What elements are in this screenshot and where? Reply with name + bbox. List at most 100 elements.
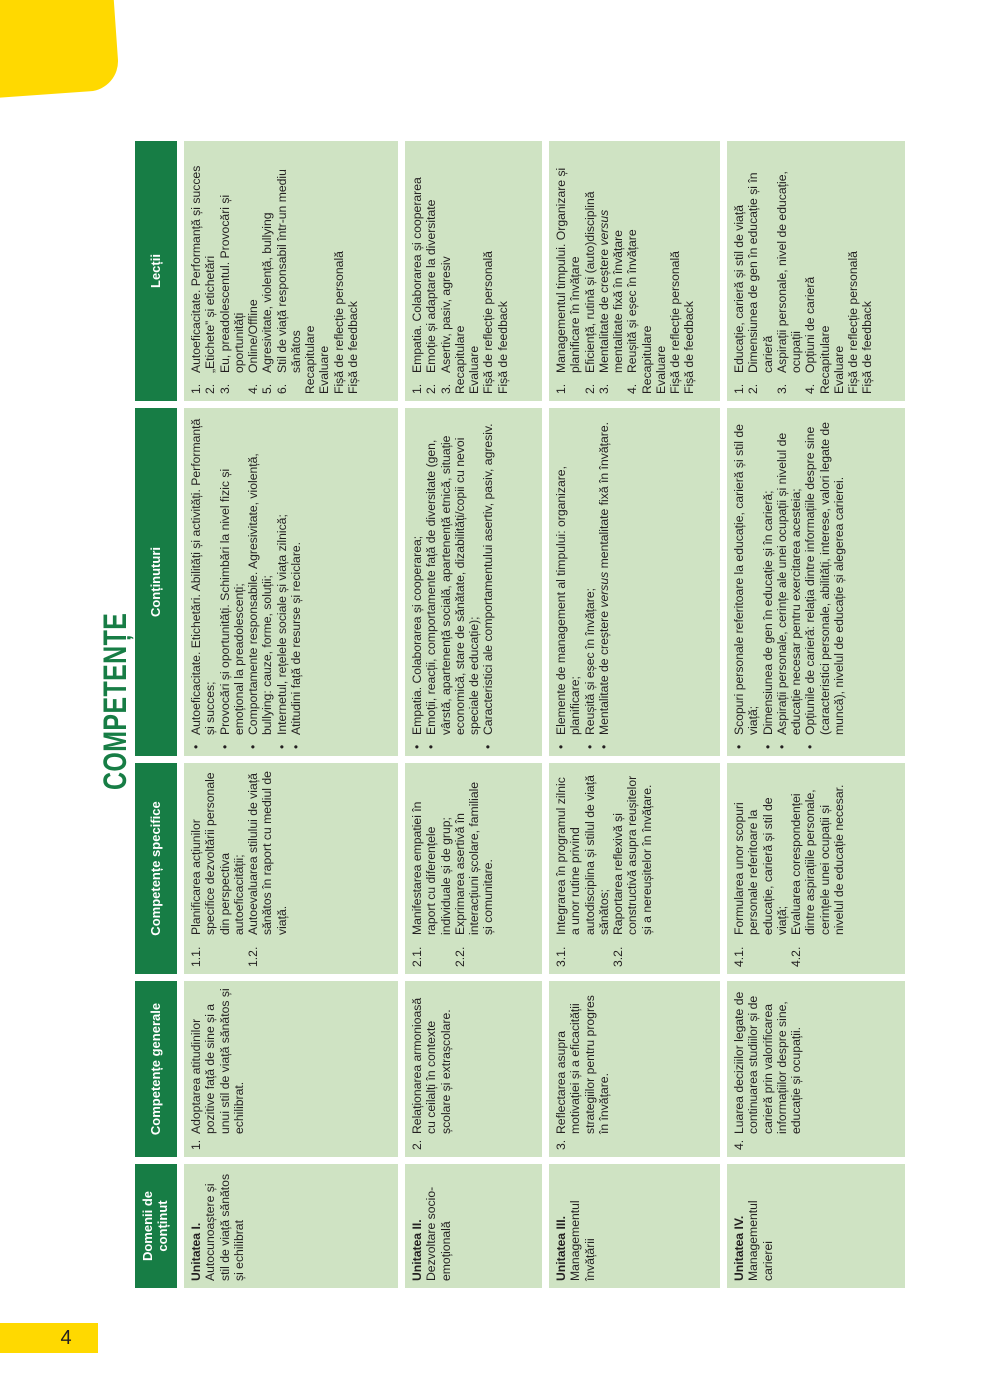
lesson-extra-item: Fișă de reflecție personală [846, 251, 861, 394]
lesson-extra-item: Fișă de feedback [860, 301, 875, 394]
lesson-item: 3. Asertiv, pasiv, agresiv [439, 148, 453, 394]
lesson-item-text: Asertiv, pasiv, agresiv [438, 256, 453, 373]
cell-unit4-competente-specifice: 4.1. Formularea unor scopuri personale re… [727, 763, 905, 974]
specific-competence-item: 1.2. Autoevaluarea stilului de viață sănă… [246, 770, 289, 967]
lesson-extra-item: Recapitulare [303, 325, 318, 394]
unit-title: Unitatea III. [554, 1215, 568, 1281]
cell-unit3-competente-specifice: 3.1. Integrarea în programul zilnic a uno… [549, 763, 720, 974]
content-item-marker: • [803, 744, 818, 749]
cell-unit3-lectii: 1. Managementul timpului. Organizare și p… [549, 141, 720, 401]
content-item-marker: • [288, 744, 303, 749]
specific-competence-item-marker: 1.2. [246, 946, 261, 967]
lesson-item-marker: 1. [554, 383, 568, 394]
lesson-item: 4. Opțiuni de carieră [803, 148, 817, 394]
specific-competence-item-text: Integrarea în programul zilnic a unor ru… [554, 775, 611, 935]
specific-competence-item-marker: 2.2. [452, 946, 467, 967]
general-competence-item-marker: 3. [554, 1139, 568, 1150]
content-item-text: Autoeficacitate. Etichetări. Abilități ș… [189, 418, 218, 735]
content-item-marker: • [189, 744, 203, 749]
content-item: • Dimensiunea de gen în educație și în ca… [761, 415, 775, 749]
content-item-text: Provocări și oportunități. Schimbări la … [217, 468, 246, 735]
unit-domain-text: Managementul învățării [568, 1200, 597, 1281]
cell-unit2-domeniu: Unitatea II. Dezvoltare socio-emoțională [405, 1164, 542, 1288]
lesson-item-marker: 2. [582, 383, 597, 394]
content-item-marker: • [732, 744, 746, 749]
content-item-text: Emoții, reacții, comportamente față de d… [424, 435, 482, 735]
cell-unit2-competente-generale: 2. Relaționarea armonioasă cu ceilalți în… [405, 981, 542, 1157]
lesson-item: 1. Managementul timpului. Organizare și p… [554, 148, 583, 394]
lesson-extra-item: Evaluare [831, 345, 846, 394]
column-header-domenii-de-con-inut: Domenii de conținut [135, 1164, 177, 1288]
specific-competence-item-text: Formularea unor scopuri personale referi… [732, 797, 789, 935]
lesson-item-marker: 4. [625, 383, 640, 394]
content-item: • Comportamente responsabile. Agresivitat… [246, 415, 275, 749]
specific-competence-item-marker: 4.1. [732, 946, 746, 967]
content-item-text: Opțiunile de carieră: relația dintre inf… [803, 422, 846, 735]
specific-competence-item: 1.1. Planificarea acțiunilor specifice de… [189, 770, 246, 967]
lesson-extra-item: Recapitulare [817, 325, 832, 394]
content-item-marker: • [246, 744, 261, 749]
content-item-text: Atitudini față de resurse și reciclare. [288, 541, 303, 735]
lesson-item-marker: 6. [274, 383, 289, 394]
lesson-item: 2. Eficiență, rutină și (auto)disciplină [583, 148, 597, 394]
lesson-extra-item: Evaluare [467, 345, 482, 394]
lesson-item-marker: 1. [410, 383, 424, 394]
content-item-marker: • [481, 744, 496, 749]
specific-competence-item: 4.2. Evaluarea corespondenței dintre aspi… [789, 770, 846, 967]
cell-unit4-domeniu: Unitatea IV. Managementul carierei [727, 1164, 905, 1288]
lesson-item: 2. „Etichete” și etichetări [203, 148, 217, 394]
lesson-item-text: Online/Offline [246, 299, 261, 373]
lesson-item-text: Autoeficacitate. Performanță și succes [189, 165, 203, 373]
content-item: • Atitudini față de resurse și reciclare. [289, 415, 303, 749]
specific-competence-item-marker: 1.1. [189, 946, 203, 967]
lesson-item-text: Empatia. Colaborarea și cooperarea [410, 177, 424, 373]
unit-title: Unitatea I. [189, 1222, 203, 1281]
general-competence-item-text: Relaționarea armonioasă cu ceilalți în c… [410, 997, 453, 1134]
specific-competence-item-text: Evaluarea corespondenței dintre aspirați… [789, 784, 846, 935]
content-item: • Elemente de management al timpului: org… [554, 415, 583, 749]
lesson-extra-item: Recapitulare [452, 325, 467, 394]
general-competence-item-marker: 4. [732, 1139, 746, 1150]
lesson-item-marker: 3. [217, 383, 232, 394]
lesson-item-marker: 3. [774, 383, 789, 394]
cell-unit1-lectii: 1. Autoeficacitate. Performanță și succes… [184, 141, 398, 401]
content-item-marker: • [424, 744, 439, 749]
cell-unit4-continuturi: • Scopuri personale referitoare la educaț… [727, 408, 905, 756]
general-competence-item-marker: 2. [410, 1139, 424, 1150]
cell-unit2-lectii: 1. Empatia. Colaborarea și cooperarea 2. Em… [405, 141, 542, 401]
cell-unit3-continuturi: • Elemente de management al timpului: org… [549, 408, 720, 756]
lesson-item-text: Opțiuni de carieră [803, 276, 818, 373]
unit-domain-text: Managementul carierei [746, 1200, 775, 1281]
unit-domain-text: Dezvoltare socio-emoțională [424, 1186, 453, 1281]
cell-unit2-competente-specifice: 2.1. Manifestarea empatiei în raport cu d… [405, 763, 542, 974]
content-item-marker: • [760, 744, 775, 749]
content-item-text: Dimensiunea de gen în educație și în car… [760, 490, 775, 735]
lesson-item-text: Eu, preadolescentul. Provocări și oportu… [217, 194, 246, 373]
lesson-item: 4. Online/Offline [246, 148, 260, 394]
lesson-item-marker: 3. [438, 383, 453, 394]
page-number-value: 4 [60, 1326, 72, 1349]
lesson-item-marker: 1. [732, 383, 746, 394]
content-item-marker: • [274, 744, 289, 749]
specific-competence-item-marker: 4.2. [789, 946, 804, 967]
content-item: • Empatia. Colaborarea și cooperarea; [410, 415, 424, 749]
lesson-item: 6. Stil de viață responsabil într-un medi… [275, 148, 304, 394]
cell-unit4-competente-generale: 4. Luarea deciziilor legate de continuare… [727, 981, 905, 1157]
content-item: • Mentalitate de creștere versus mentalit… [597, 415, 611, 749]
content-item-marker: • [596, 744, 611, 749]
lesson-extra-item: Evaluare [317, 345, 332, 394]
competences-table: Domenii de conținut Competențe generale Co… [135, 141, 905, 1288]
general-competence-item: 4. Luarea deciziilor legate de continuare… [732, 988, 803, 1150]
content-item: • Opțiunile de carieră: relația dintre in… [803, 415, 846, 749]
lesson-extra-item: Fișă de reflecție personală [668, 251, 683, 394]
content-item-text: Aspirații personale, cerințe ale unei oc… [774, 432, 804, 735]
lesson-item-marker: 4. [246, 383, 261, 394]
specific-competence-item-text: Exprimarea asertivă în interacțiuni școl… [452, 781, 496, 935]
cell-unit1-competente-specifice: 1.1. Planificarea acțiunilor specifice de… [184, 763, 398, 974]
lesson-item-text: Reușită și eșec în învățare [625, 229, 640, 373]
content-item-text: Elemente de management al timpului: orga… [554, 466, 583, 735]
content-item: • Provocări și oportunități. Schimbări la… [218, 415, 247, 749]
cell-unit3-domeniu: Unitatea III. Managementul învățării [549, 1164, 720, 1288]
page-title: COMPETENȚE [97, 612, 133, 790]
lesson-extra-item: Evaluare [653, 345, 668, 394]
